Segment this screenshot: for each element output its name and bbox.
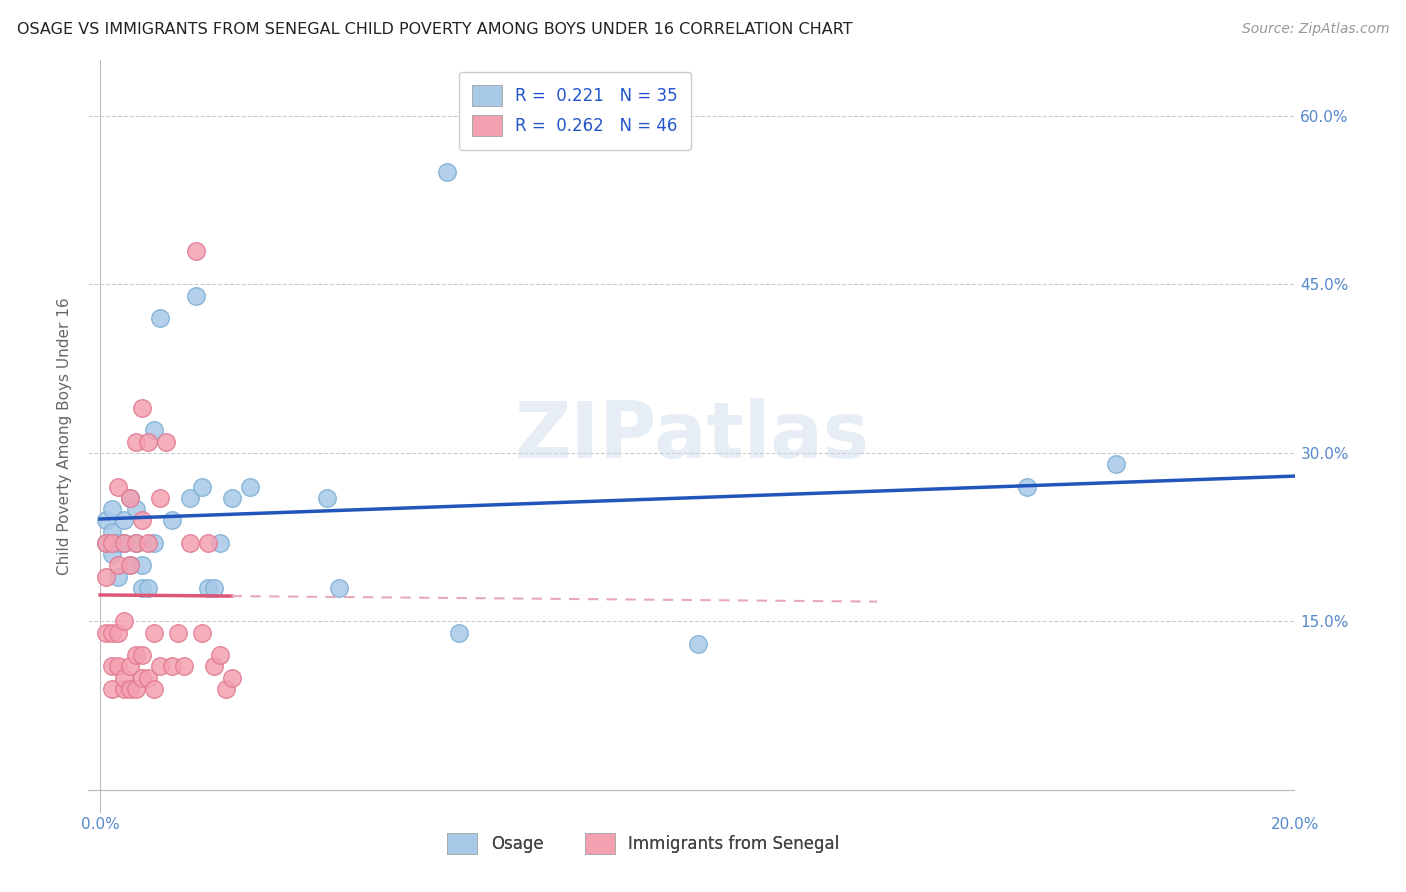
Point xyxy=(112,536,135,550)
Point xyxy=(112,615,135,629)
Point xyxy=(125,536,148,550)
Point xyxy=(131,558,153,573)
Point xyxy=(112,671,135,685)
Point xyxy=(107,558,129,573)
Point xyxy=(447,625,470,640)
Point xyxy=(197,536,219,550)
Text: Source: ZipAtlas.com: Source: ZipAtlas.com xyxy=(1241,22,1389,37)
Point xyxy=(112,513,135,527)
Point xyxy=(184,244,207,258)
Point xyxy=(179,491,201,505)
Point xyxy=(118,491,141,505)
Point xyxy=(208,648,231,663)
Point xyxy=(160,659,183,673)
Point xyxy=(149,311,172,326)
Point xyxy=(125,681,148,696)
Point xyxy=(107,480,129,494)
Point xyxy=(1015,480,1038,494)
Point xyxy=(160,513,183,527)
Point xyxy=(94,536,117,550)
Y-axis label: Child Poverty Among Boys Under 16: Child Poverty Among Boys Under 16 xyxy=(58,297,72,574)
Point xyxy=(118,558,141,573)
Point xyxy=(173,659,195,673)
Point xyxy=(149,491,172,505)
Point xyxy=(118,681,141,696)
Point xyxy=(118,491,141,505)
Point xyxy=(202,659,225,673)
Point xyxy=(328,581,350,595)
Point xyxy=(131,581,153,595)
Point xyxy=(316,491,339,505)
Point xyxy=(94,625,117,640)
Point xyxy=(686,637,709,651)
Point xyxy=(118,659,141,673)
Legend: Osage, Immigrants from Senegal: Osage, Immigrants from Senegal xyxy=(440,826,846,861)
Point xyxy=(142,536,165,550)
Point xyxy=(112,536,135,550)
Point xyxy=(197,581,219,595)
Point xyxy=(125,648,148,663)
Point xyxy=(94,536,117,550)
Point xyxy=(101,524,124,539)
Point xyxy=(101,502,124,516)
Point xyxy=(214,681,236,696)
Point xyxy=(142,424,165,438)
Point xyxy=(107,659,129,673)
Point xyxy=(131,401,153,415)
Point xyxy=(166,625,188,640)
Point xyxy=(101,536,124,550)
Point xyxy=(101,547,124,561)
Point xyxy=(155,434,177,449)
Point xyxy=(221,671,243,685)
Point xyxy=(238,480,260,494)
Point xyxy=(136,536,159,550)
Point xyxy=(107,536,129,550)
Point xyxy=(136,581,159,595)
Point xyxy=(136,434,159,449)
Point xyxy=(136,671,159,685)
Point xyxy=(101,625,124,640)
Point xyxy=(94,569,117,583)
Point xyxy=(94,513,117,527)
Point xyxy=(202,581,225,595)
Point xyxy=(142,681,165,696)
Point xyxy=(190,480,212,494)
Point xyxy=(101,681,124,696)
Point xyxy=(208,536,231,550)
Point xyxy=(190,625,212,640)
Point xyxy=(184,288,207,302)
Point xyxy=(142,625,165,640)
Point xyxy=(107,569,129,583)
Point xyxy=(118,558,141,573)
Text: ZIPatlas: ZIPatlas xyxy=(515,398,869,474)
Point xyxy=(131,513,153,527)
Point xyxy=(221,491,243,505)
Point xyxy=(149,659,172,673)
Point xyxy=(125,536,148,550)
Point xyxy=(101,659,124,673)
Point xyxy=(1105,457,1128,471)
Point xyxy=(107,625,129,640)
Point xyxy=(112,681,135,696)
Point xyxy=(179,536,201,550)
Point xyxy=(125,434,148,449)
Text: OSAGE VS IMMIGRANTS FROM SENEGAL CHILD POVERTY AMONG BOYS UNDER 16 CORRELATION C: OSAGE VS IMMIGRANTS FROM SENEGAL CHILD P… xyxy=(17,22,852,37)
Point xyxy=(436,165,458,179)
Point xyxy=(125,502,148,516)
Point xyxy=(131,671,153,685)
Point xyxy=(131,648,153,663)
